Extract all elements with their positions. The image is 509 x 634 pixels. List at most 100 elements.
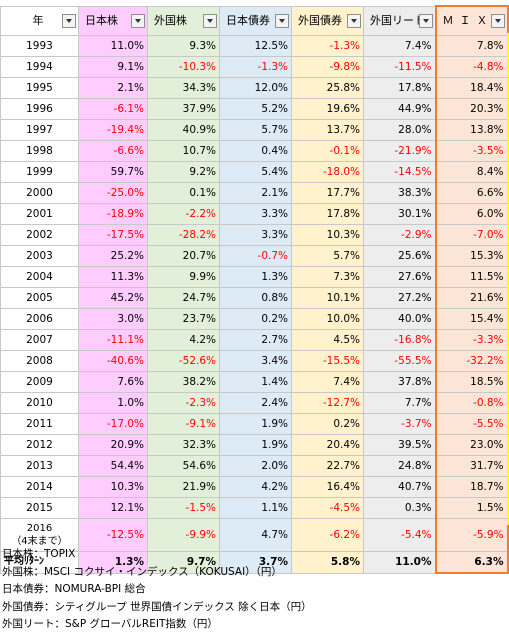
- year-cell[interactable]: 1998: [0, 140, 79, 162]
- average-value-cell[interactable]: 5.8%: [291, 551, 364, 574]
- value-cell[interactable]: -52.6%: [147, 350, 220, 372]
- value-cell[interactable]: 0.1%: [147, 182, 220, 204]
- filter-dropdown-icon[interactable]: [203, 13, 217, 28]
- value-cell[interactable]: 27.2%: [363, 287, 436, 309]
- value-cell[interactable]: -28.2%: [147, 224, 220, 246]
- value-cell[interactable]: 34.3%: [147, 77, 220, 99]
- year-cell[interactable]: 2004: [0, 266, 79, 288]
- value-cell[interactable]: -1.3%: [219, 56, 292, 78]
- value-cell[interactable]: 10.3%: [291, 224, 364, 246]
- value-cell[interactable]: 5.4%: [219, 161, 292, 183]
- value-cell[interactable]: -9.8%: [291, 56, 364, 78]
- value-cell[interactable]: -17.0%: [78, 413, 148, 435]
- year-cell[interactable]: 2003: [0, 245, 79, 267]
- value-cell[interactable]: -1.5%: [147, 497, 220, 519]
- value-cell[interactable]: -3.5%: [434, 140, 509, 162]
- value-cell[interactable]: 18.5%: [434, 371, 509, 393]
- value-cell[interactable]: 31.7%: [434, 455, 509, 477]
- value-cell[interactable]: -18.0%: [291, 161, 364, 183]
- value-cell[interactable]: -0.1%: [291, 140, 364, 162]
- value-cell[interactable]: -6.2%: [291, 518, 364, 552]
- value-cell[interactable]: 7.7%: [363, 392, 436, 414]
- value-cell[interactable]: 54.4%: [78, 455, 148, 477]
- value-cell[interactable]: -7.0%: [434, 224, 509, 246]
- value-cell[interactable]: 2.1%: [78, 77, 148, 99]
- value-cell[interactable]: 1.9%: [219, 434, 292, 456]
- filter-dropdown-icon[interactable]: [275, 13, 289, 28]
- value-cell[interactable]: 1.0%: [78, 392, 148, 414]
- value-cell[interactable]: 9.2%: [147, 161, 220, 183]
- value-cell[interactable]: 16.4%: [291, 476, 364, 498]
- value-cell[interactable]: -2.9%: [363, 224, 436, 246]
- value-cell[interactable]: 37.9%: [147, 98, 220, 120]
- value-cell[interactable]: -21.9%: [363, 140, 436, 162]
- filter-dropdown-icon[interactable]: [62, 13, 76, 28]
- value-cell[interactable]: 20.4%: [291, 434, 364, 456]
- value-cell[interactable]: 25.6%: [363, 245, 436, 267]
- value-cell[interactable]: -17.5%: [78, 224, 148, 246]
- year-cell[interactable]: 2005: [0, 287, 79, 309]
- value-cell[interactable]: -5.4%: [363, 518, 436, 552]
- value-cell[interactable]: -2.3%: [147, 392, 220, 414]
- value-cell[interactable]: 10.1%: [291, 287, 364, 309]
- value-cell[interactable]: -32.2%: [434, 350, 509, 372]
- value-cell[interactable]: 0.4%: [219, 140, 292, 162]
- value-cell[interactable]: -9.1%: [147, 413, 220, 435]
- value-cell[interactable]: 4.2%: [147, 329, 220, 351]
- value-cell[interactable]: 0.2%: [291, 413, 364, 435]
- year-cell[interactable]: 1994: [0, 56, 79, 78]
- value-cell[interactable]: 3.4%: [219, 350, 292, 372]
- average-value-cell[interactable]: 9.7%: [147, 551, 220, 574]
- value-cell[interactable]: -40.6%: [78, 350, 148, 372]
- value-cell[interactable]: 5.7%: [291, 245, 364, 267]
- value-cell[interactable]: 9.9%: [147, 266, 220, 288]
- value-cell[interactable]: -1.3%: [291, 35, 364, 57]
- value-cell[interactable]: 12.1%: [78, 497, 148, 519]
- filter-dropdown-icon[interactable]: [490, 14, 505, 28]
- value-cell[interactable]: 2.0%: [219, 455, 292, 477]
- value-cell[interactable]: 0.2%: [219, 308, 292, 330]
- value-cell[interactable]: 23.0%: [434, 434, 509, 456]
- value-cell[interactable]: 0.3%: [363, 497, 436, 519]
- value-cell[interactable]: 20.9%: [78, 434, 148, 456]
- year-cell[interactable]: 2012: [0, 434, 79, 456]
- value-cell[interactable]: 17.8%: [291, 203, 364, 225]
- year-cell[interactable]: 2015: [0, 497, 79, 519]
- value-cell[interactable]: -6.6%: [78, 140, 148, 162]
- year-cell[interactable]: 1997: [0, 119, 79, 141]
- value-cell[interactable]: 19.6%: [291, 98, 364, 120]
- value-cell[interactable]: 37.8%: [363, 371, 436, 393]
- value-cell[interactable]: 38.3%: [363, 182, 436, 204]
- value-cell[interactable]: 3.0%: [78, 308, 148, 330]
- value-cell[interactable]: 22.7%: [291, 455, 364, 477]
- value-cell[interactable]: 4.5%: [291, 329, 364, 351]
- value-cell[interactable]: -55.5%: [363, 350, 436, 372]
- value-cell[interactable]: 1.3%: [219, 266, 292, 288]
- value-cell[interactable]: 0.8%: [219, 287, 292, 309]
- value-cell[interactable]: -3.3%: [434, 329, 509, 351]
- year-cell[interactable]: 2001: [0, 203, 79, 225]
- value-cell[interactable]: 59.7%: [78, 161, 148, 183]
- value-cell[interactable]: -4.5%: [291, 497, 364, 519]
- value-cell[interactable]: 15.3%: [434, 245, 509, 267]
- average-value-cell[interactable]: 6.3%: [434, 551, 509, 574]
- value-cell[interactable]: 17.8%: [363, 77, 436, 99]
- value-cell[interactable]: -25.0%: [78, 182, 148, 204]
- value-cell[interactable]: -12.7%: [291, 392, 364, 414]
- value-cell[interactable]: 44.9%: [363, 98, 436, 120]
- value-cell[interactable]: 11.0%: [78, 35, 148, 57]
- value-cell[interactable]: 18.7%: [434, 476, 509, 498]
- value-cell[interactable]: -0.7%: [219, 245, 292, 267]
- year-cell[interactable]: 2008: [0, 350, 79, 372]
- filter-dropdown-icon[interactable]: [418, 13, 433, 28]
- value-cell[interactable]: 21.6%: [434, 287, 509, 309]
- value-cell[interactable]: -18.9%: [78, 203, 148, 225]
- value-cell[interactable]: 40.0%: [363, 308, 436, 330]
- value-cell[interactable]: 45.2%: [78, 287, 148, 309]
- value-cell[interactable]: 7.4%: [363, 35, 436, 57]
- value-cell[interactable]: 15.4%: [434, 308, 509, 330]
- value-cell[interactable]: -11.5%: [363, 56, 436, 78]
- value-cell[interactable]: 38.2%: [147, 371, 220, 393]
- value-cell[interactable]: -12.5%: [78, 518, 148, 552]
- value-cell[interactable]: 2.7%: [219, 329, 292, 351]
